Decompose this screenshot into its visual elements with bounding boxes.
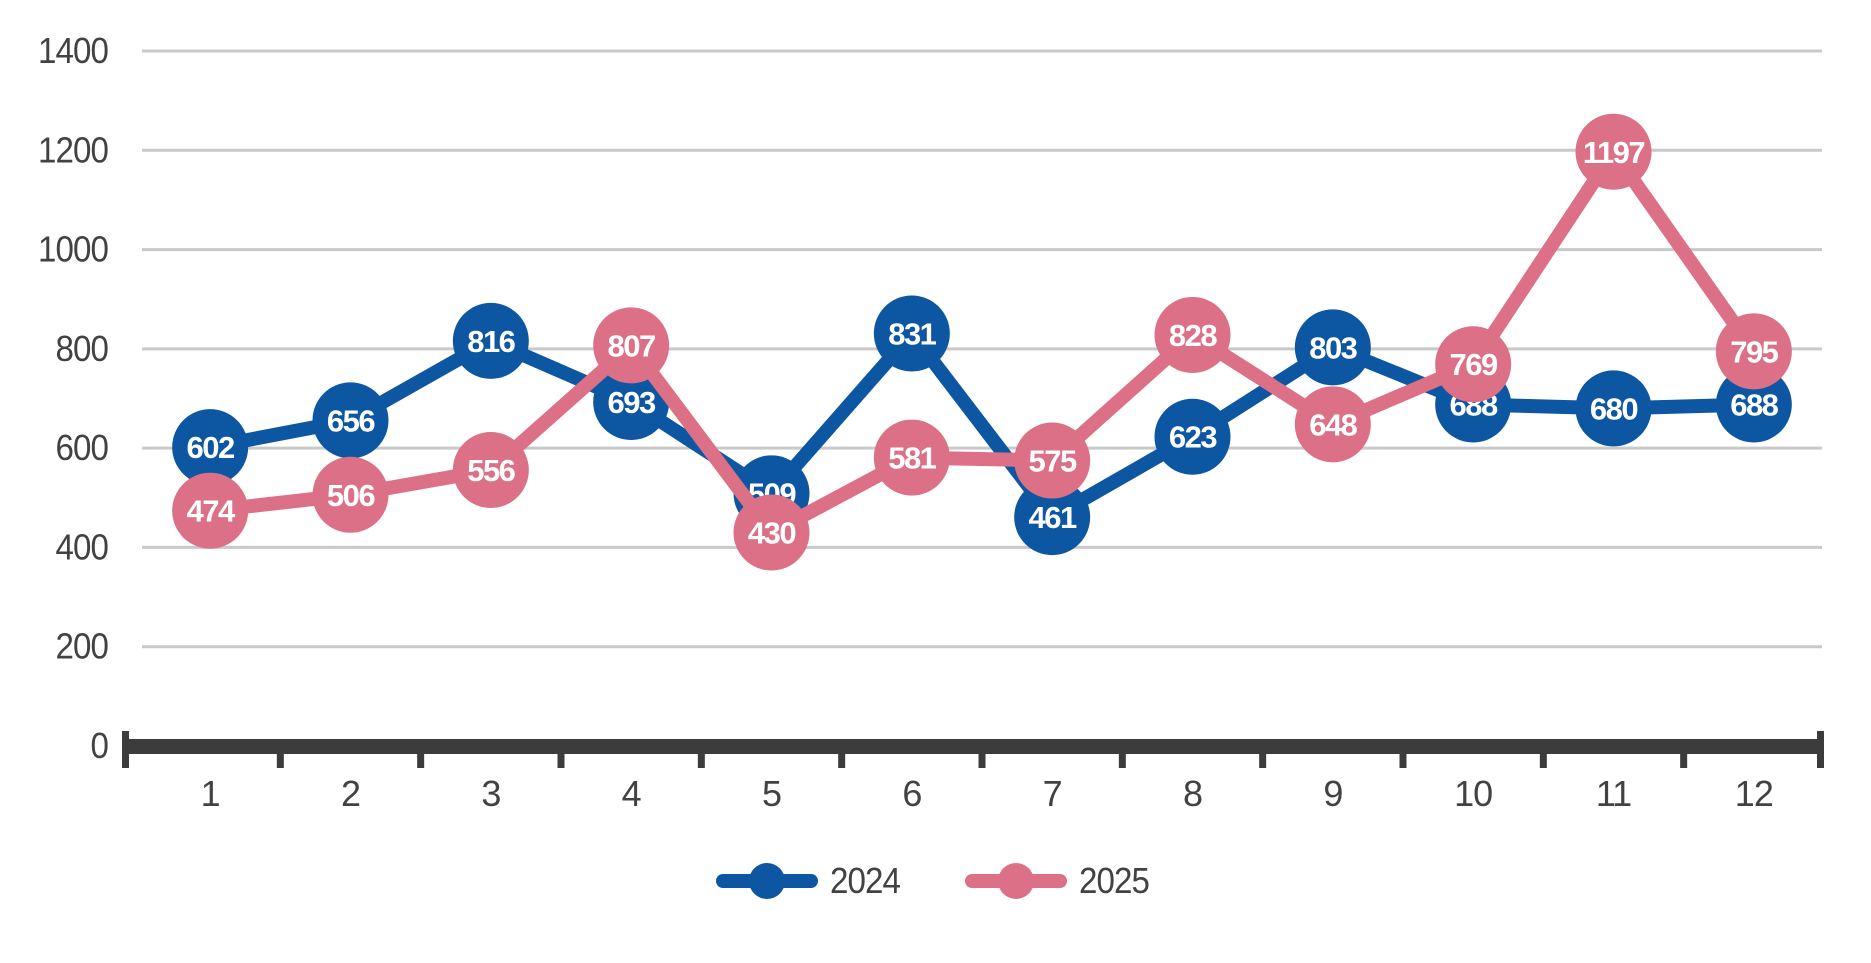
series-line-2024 [203,326,1761,525]
x-axis-tick-11 [1680,752,1688,768]
x-axis-endcap-0 [122,731,129,768]
x-axis-tick-5 [838,752,846,768]
x-axis-label-12: 12 [1735,773,1773,814]
data-label-2025-12: 795 [1730,334,1778,369]
x-axis-label-3: 3 [481,773,500,814]
data-label-2024-7: 461 [1029,500,1077,535]
data-point-2024-11 [1575,370,1652,447]
x-axis-tick-3 [557,752,565,768]
data-label-2025-9: 648 [1309,407,1357,442]
data-point-2025-8 [1154,296,1231,373]
data-label-2025-6: 581 [888,441,936,476]
y-axis-label-0: 0 [90,727,108,767]
data-label-2025-2: 506 [327,478,375,513]
y-axis-label-600: 600 [56,429,108,469]
data-point-2024-6 [873,295,950,372]
data-label-2024-11: 680 [1590,391,1637,426]
x-axis-label-4: 4 [622,773,641,814]
y-axis-label-1200: 1200 [38,131,108,171]
data-label-2024-9: 803 [1309,330,1357,365]
x-axis-label-6: 6 [902,773,921,814]
x-axis-tick-6 [978,752,986,768]
x-axis-label-7: 7 [1043,773,1062,814]
data-point-2025-1 [172,472,249,549]
x-axis-label-8: 8 [1183,773,1202,814]
x-axis-tick-8 [1259,752,1267,768]
data-label-2024-6: 831 [888,316,936,351]
data-label-2024-2: 656 [327,403,375,438]
data-point-2024-3 [452,302,529,379]
x-axis-line [122,739,1824,754]
x-axis-label-1: 1 [201,773,220,814]
data-label-2025-7: 575 [1029,444,1077,479]
data-label-2024-8: 623 [1169,420,1217,455]
data-point-2025-7 [1014,422,1091,499]
data-label-2025-10: 769 [1450,347,1498,382]
legend-marker-2024-icon [716,862,819,900]
data-point-2024-7 [1014,479,1091,556]
x-axis-tick-9 [1399,752,1407,768]
x-axis-label-9: 9 [1323,773,1342,814]
x-axis-label-5: 5 [762,773,781,814]
x-axis-tick-10 [1539,752,1547,768]
data-label-2025-3: 556 [467,453,515,488]
data-label-2024-1: 602 [187,430,234,465]
data-point-2025-6 [873,419,950,496]
data-point-2024-4 [593,363,670,440]
y-axis-label-800: 800 [56,330,108,370]
data-point-2025-4 [593,307,670,384]
series-line-2025 [203,144,1761,540]
y-axis-label-200: 200 [56,627,108,667]
x-axis-endcap-1 [1817,731,1824,768]
data-label-2025-1: 474 [187,494,236,529]
data-point-2025-2 [312,456,389,533]
data-point-2024-1 [172,409,249,486]
legend-marker-2025-icon [964,862,1067,900]
x-axis-label-2: 2 [341,773,360,814]
data-label-2025-11: 1197 [1583,135,1645,170]
x-axis-tick-2 [417,752,425,768]
y-axis-label-1000: 1000 [38,230,108,270]
y-axis-label-1400: 1400 [38,32,108,72]
chart-legend: 2024 2025 [0,862,1871,900]
legend-label-2025: 2025 [1078,860,1150,901]
data-point-2025-10 [1435,326,1512,403]
data-point-2025-12 [1715,313,1792,390]
legend-dot-2024 [749,863,786,899]
legend-dot-2025 [997,863,1034,899]
data-point-2025-9 [1294,386,1371,463]
data-label-2024-12: 688 [1730,387,1778,422]
x-axis-label-10: 10 [1454,773,1492,814]
data-point-2025-11 [1575,113,1652,190]
data-label-2024-4: 693 [608,385,656,420]
data-point-2024-12 [1715,366,1792,443]
legend-item-2025: 2025 [964,860,1155,901]
data-label-2025-8: 828 [1169,318,1217,353]
data-point-2024-2 [312,382,389,459]
x-axis-tick-7 [1118,752,1126,768]
data-label-2024-3: 816 [467,324,515,359]
data-point-2025-3 [452,431,529,508]
data-label-2025-4: 807 [608,328,655,363]
x-axis-tick-4 [697,752,705,768]
data-label-2025-5: 430 [748,516,795,551]
data-point-2024-8 [1154,398,1231,475]
data-point-2025-5 [733,494,810,571]
legend-label-2024: 2024 [830,860,901,901]
x-axis-label-11: 11 [1596,773,1631,814]
x-axis-tick-1 [276,752,284,768]
data-point-2024-9 [1294,309,1371,386]
y-axis-label-400: 400 [56,528,108,568]
legend-item-2024: 2024 [716,862,906,900]
